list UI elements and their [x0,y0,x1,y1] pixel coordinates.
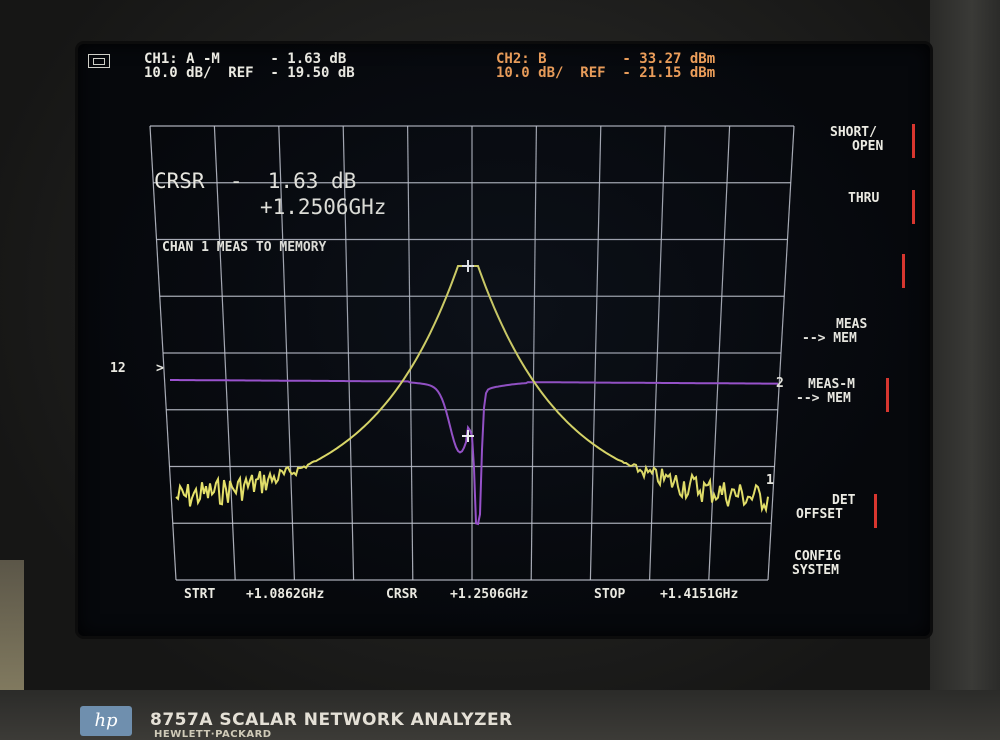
start-frequency: +1.0862GHz [246,587,325,602]
softkey-short-open-indicator [912,124,915,158]
status-message: CHAN 1 MEAS TO MEMORY [162,240,327,255]
cursor-frequency-readout: +1.2506GHz [260,195,387,219]
softkey-det-offset-line1[interactable]: DET [832,493,856,508]
bezel-side-panel [930,0,1000,740]
softkey-config-system-line2[interactable]: SYSTEM [792,563,839,578]
cursor-value-readout: CRSR - 1.63 dB [154,169,357,193]
softkey-meas-m-mem-line2[interactable]: --> MEM [796,391,851,406]
hp-logo: hp [80,706,132,736]
softkey-meas-m-mem-indicator [886,378,889,412]
ch1-cursor-marker [462,260,474,272]
ch2-status-line2: 10.0 dB/ REF - 21.15 dBm [496,65,716,81]
model-label: 8757A SCALAR NETWORK ANALYZER [150,710,513,730]
crt-screen: CH1: A -M - 1.63 dB 10.0 dB/ REF - 19.50… [78,44,930,636]
softkey-thru[interactable]: THRU [848,191,880,206]
ch2-ref-label: 2 [776,376,784,391]
cursor-label: CRSR [386,587,418,602]
ch2-status-line1: CH2: B - 33.27 dBm [496,51,716,67]
cursor-frequency: +1.2506GHz [450,587,529,602]
disk-icon [88,54,110,68]
graticule [149,125,795,581]
ch2-trace [170,379,778,526]
ref-marker-arrow: > [156,361,164,376]
softkey-meas-mem-line2[interactable]: --> MEM [802,331,857,346]
maker-label: HEWLETT·PACKARD [154,729,272,740]
softkey-blank-indicator [902,254,905,288]
softkey-thru-indicator [912,190,915,224]
ch1-ref-label: 1 [766,473,774,488]
ref-marker-label: 12 [110,361,126,376]
stop-label: STOP [594,587,626,602]
nameplate [0,690,1000,740]
start-label: STRT [184,587,216,602]
cursor-markers [462,260,474,442]
softkey-meas-mem-line1[interactable]: MEAS [836,317,868,332]
softkey-det-offset-indicator [874,494,877,528]
softkey-short-open-line1[interactable]: SHORT/ [830,125,877,140]
ch2-cursor-marker [462,430,474,442]
stop-frequency: +1.4151GHz [660,587,739,602]
softkey-short-open-line2[interactable]: OPEN [852,139,884,154]
trace-display [149,125,795,581]
softkey-det-offset-line2[interactable]: OFFSET [796,507,843,522]
softkey-config-system-line1[interactable]: CONFIG [794,549,841,564]
ch1-status-line2: 10.0 dB/ REF - 19.50 dB [144,65,355,81]
softkey-meas-m-mem-line1[interactable]: MEAS-M [808,377,855,392]
ch1-status-line1: CH1: A -M - 1.63 dB [144,51,347,67]
